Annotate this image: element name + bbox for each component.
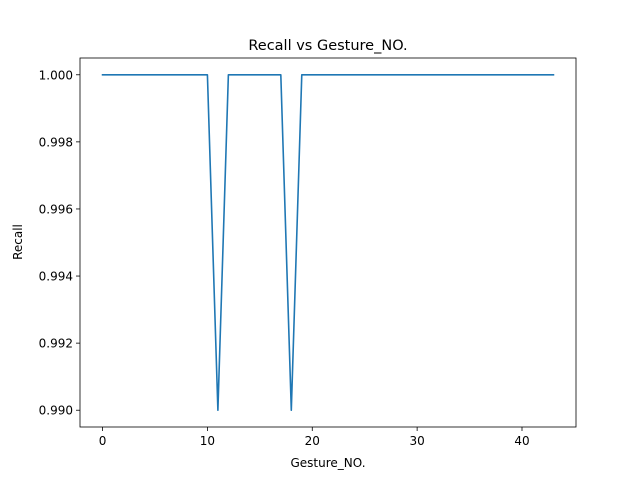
y-tick-label: 0.998 bbox=[39, 135, 73, 149]
y-tick-label: 0.996 bbox=[39, 202, 73, 216]
x-tick-label: 20 bbox=[305, 434, 320, 448]
y-tick-label: 0.990 bbox=[39, 404, 73, 418]
x-axis-label: Gesture_NO. bbox=[290, 456, 365, 470]
x-tick-label: 30 bbox=[409, 434, 424, 448]
y-axis-label: Recall bbox=[11, 224, 25, 260]
chart-title: Recall vs Gesture_NO. bbox=[248, 38, 407, 54]
y-tick-label: 0.994 bbox=[39, 270, 73, 284]
x-tick-label: 40 bbox=[514, 434, 529, 448]
x-tick-label: 0 bbox=[99, 434, 107, 448]
x-tick-label: 10 bbox=[200, 434, 215, 448]
y-tick-label: 0.992 bbox=[39, 337, 73, 351]
y-tick-label: 1.000 bbox=[39, 68, 73, 82]
